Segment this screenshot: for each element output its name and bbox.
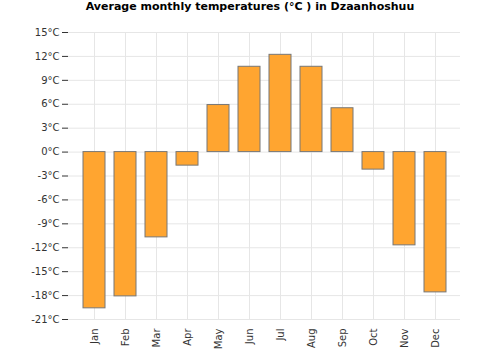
svg-text:3°C: 3°C xyxy=(41,122,59,133)
svg-text:Jun: Jun xyxy=(244,329,255,346)
svg-text:-12°C: -12°C xyxy=(31,242,59,253)
svg-text:Jan: Jan xyxy=(89,329,100,345)
svg-text:-21°C: -21°C xyxy=(31,314,59,325)
svg-text:Feb: Feb xyxy=(120,329,131,347)
svg-text:Oct: Oct xyxy=(368,328,379,345)
svg-text:Dec: Dec xyxy=(430,329,441,348)
svg-text:Apr: Apr xyxy=(182,328,193,346)
svg-text:-3°C: -3°C xyxy=(38,170,60,181)
svg-text:15°C: 15°C xyxy=(35,27,60,38)
svg-text:-18°C: -18°C xyxy=(31,290,59,301)
svg-text:Sep: Sep xyxy=(337,329,348,348)
svg-text:12°C: 12°C xyxy=(35,51,60,62)
svg-text:0°C: 0°C xyxy=(41,146,59,157)
svg-text:Nov: Nov xyxy=(399,328,410,348)
svg-text:-6°C: -6°C xyxy=(38,194,60,205)
html-text:Average monthly temperatures (: Average monthly temperatures (°C ) in Dz… xyxy=(85,0,415,13)
svg-text:Mar: Mar xyxy=(151,328,162,348)
svg-text:Aug: Aug xyxy=(306,329,317,349)
svg-text:9°C: 9°C xyxy=(41,75,59,86)
svg-text:May: May xyxy=(213,328,224,349)
svg-text:Jul: Jul xyxy=(275,329,286,342)
svg-text:-15°C: -15°C xyxy=(31,266,59,277)
svg-text:-9°C: -9°C xyxy=(38,218,60,229)
svg-text:6°C: 6°C xyxy=(41,98,59,109)
